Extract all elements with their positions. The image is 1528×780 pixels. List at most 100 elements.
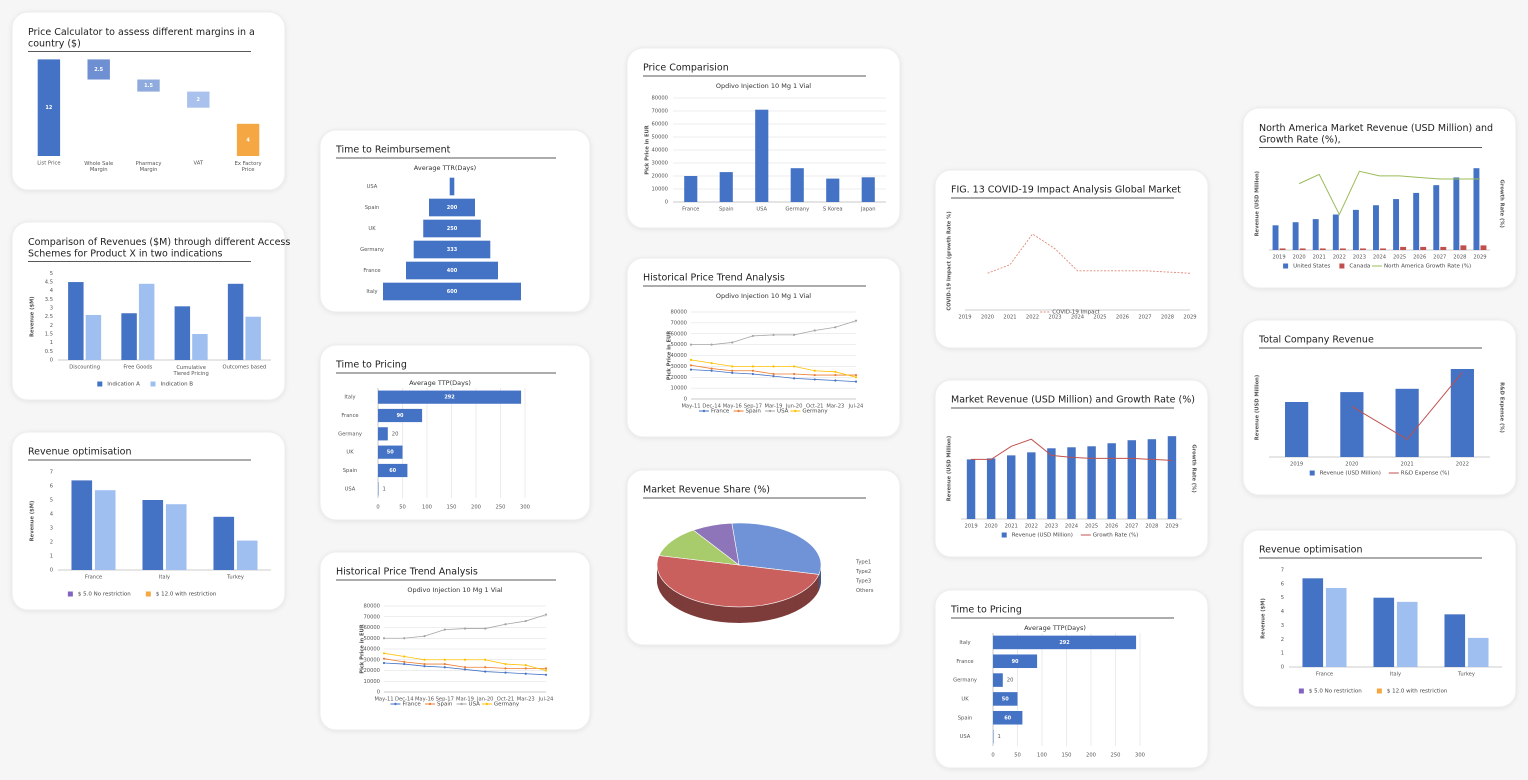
bar (1396, 601, 1418, 667)
x-tick-label: 2028 (1161, 315, 1174, 321)
line-marker (463, 627, 467, 630)
legend-label: $ 5.0 No restriction (78, 592, 131, 598)
bar (1319, 248, 1326, 250)
line-marker (504, 671, 507, 674)
bar (87, 59, 110, 80)
x-tick-label: Mar-23 (826, 404, 844, 410)
line-marker (484, 627, 487, 630)
line-series (971, 438, 1172, 461)
x-tick-label: 2026 (1105, 524, 1118, 530)
bar (1359, 248, 1366, 250)
x-tick-label: 2025 (1093, 315, 1106, 321)
line-marker (731, 365, 734, 368)
x-tick-label: May-16 (723, 404, 742, 410)
y-tick-label: 7 (1281, 568, 1284, 574)
data-label: 50 (387, 450, 394, 456)
legend-swatch (97, 381, 103, 387)
card (11, 11, 286, 191)
bar (1332, 214, 1339, 250)
card-title: Revenue optimisation (1259, 545, 1362, 556)
x-tick-label: 2021 (1005, 524, 1018, 530)
y-tick-label: 20000 (363, 668, 380, 674)
legend-label: Canada (1349, 264, 1370, 270)
card-title: Total Company Revenue (1258, 335, 1374, 346)
line-marker (382, 637, 386, 640)
card-title: Time to Pricing (335, 360, 407, 371)
data-label: 20 (392, 431, 399, 437)
line-marker (689, 358, 693, 361)
line-series (1351, 371, 1463, 441)
line-marker (834, 373, 837, 377)
y-tick-label: 7 (50, 470, 53, 476)
legend-marker (702, 409, 706, 413)
bar (993, 654, 1038, 669)
line-marker (524, 619, 527, 623)
card-title: Comparison of Revenues ($M) through diff… (28, 237, 290, 259)
line-marker (751, 372, 754, 376)
line-marker (731, 341, 734, 344)
bar (413, 240, 491, 259)
bar (1373, 597, 1395, 667)
y-tick-label: USA (345, 486, 356, 492)
x-tick-label: USA (756, 207, 767, 213)
y-tick-label: 70000 (651, 109, 668, 115)
x-tick-label: 250 (496, 505, 506, 511)
x-tick-label: 2024 (1065, 524, 1079, 530)
y-tick-label: 4.5 (45, 280, 53, 286)
x-tick-label: Turkey (226, 575, 244, 581)
bar (213, 516, 235, 570)
line-marker (544, 673, 548, 676)
x-tick-label: 2022 (1026, 315, 1039, 321)
data-label: 292 (444, 395, 455, 401)
pie-slice (656, 555, 820, 608)
y-tick-label: 2.5 (45, 314, 53, 320)
line-marker (443, 658, 446, 661)
y-tick-label: 70000 (670, 320, 687, 326)
y-tick-label: 50000 (651, 135, 668, 141)
y-tick-label: 10000 (670, 386, 687, 392)
bar (1007, 455, 1016, 519)
chart-subtitle: Average TTP(Days) (1024, 624, 1086, 632)
line-marker (731, 369, 734, 372)
x-tick-label: 200 (1086, 753, 1096, 759)
y-tick-label: 6 (50, 484, 53, 490)
line-marker (854, 373, 858, 377)
legend-swatch (1339, 263, 1345, 269)
line-marker (751, 369, 754, 372)
bar (1325, 588, 1347, 667)
y-tick-label: France (341, 413, 358, 419)
legend-marker (794, 409, 797, 413)
bar (1400, 246, 1407, 250)
bar (1107, 443, 1116, 519)
x-tick-label: France (1316, 672, 1333, 678)
legend-swatch (1376, 688, 1382, 694)
y-tick-label: Germany (360, 247, 384, 253)
line-marker (423, 658, 426, 661)
chart-subtitle: Opdivo Injection 10 Mg 1 Vial (716, 82, 811, 90)
y-tick-label: 4 (1281, 609, 1285, 615)
card (934, 169, 1209, 349)
axis-label: Pick Price in EUR (645, 125, 651, 174)
bar (1473, 168, 1480, 250)
legend-marker (768, 409, 772, 413)
card-title: Price Calculator to assess different mar… (28, 27, 255, 49)
x-tick-label: 2019 (958, 315, 971, 321)
y-tick-label: 1 (1281, 651, 1284, 657)
card (1242, 107, 1517, 289)
x-tick-label: VAT (194, 161, 204, 167)
line-marker (524, 672, 527, 675)
x-tick-label: France (682, 207, 699, 213)
y-tick-label: 60000 (670, 331, 687, 337)
x-tick-label: Sep-17 (744, 404, 762, 410)
x-tick-label: Dec-14 (702, 404, 721, 410)
x-tick-label: Turkey (1457, 672, 1475, 678)
chart-subtitle: Opdivo Injection 10 Mg 1 Vial (716, 292, 811, 300)
x-tick-label: Whole Sale Margin (84, 161, 113, 173)
bar (1467, 637, 1489, 667)
bar (993, 635, 1137, 650)
line-marker (463, 668, 467, 671)
x-tick-label: 2021 (1003, 315, 1016, 321)
line-marker (544, 613, 548, 616)
x-tick-label: 2027 (1433, 255, 1446, 261)
y-tick-label: 30000 (651, 161, 668, 167)
